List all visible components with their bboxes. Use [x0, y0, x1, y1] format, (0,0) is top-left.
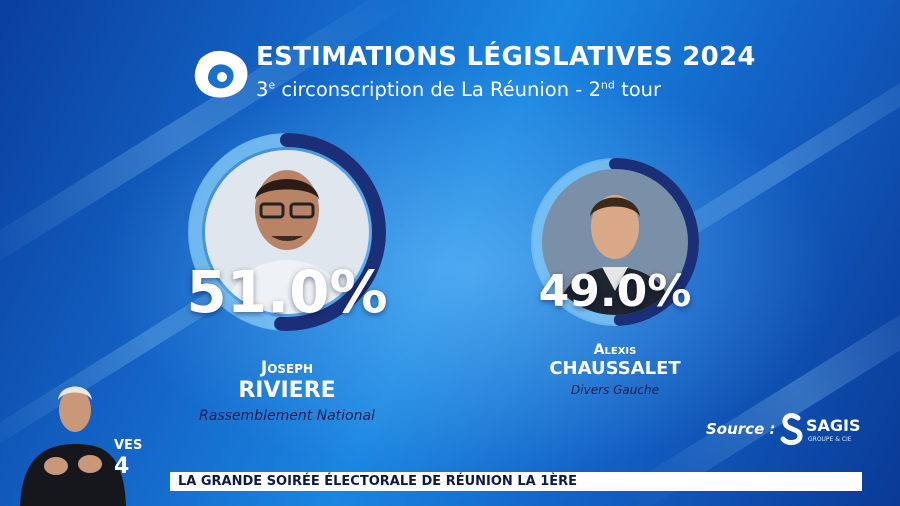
subtitle-number: 3: [256, 78, 269, 101]
source-label: Source :: [706, 420, 776, 438]
candidate-photo: [205, 150, 369, 314]
reunion-island-icon: [194, 50, 248, 98]
candidate-first-name: Joseph: [260, 358, 314, 378]
candidate-photo: [542, 169, 688, 315]
candidate-percentage: 49.0%: [538, 266, 692, 317]
candidate-percentage: 51.0%: [186, 258, 388, 326]
candidate-portrait-icon: [542, 169, 688, 315]
page-subtitle: 3e circonscription de La Réunion - 2nd t…: [256, 78, 736, 101]
ticker-text: LA GRANDE SOIRÉE ÉLECTORALE DE RÉUNION L…: [178, 474, 578, 489]
source-brand: SAGIS: [806, 416, 861, 435]
subtitle-superscript-2: nd: [600, 78, 615, 92]
source-credit: Source : SAGIS GROUPE & CIE: [706, 412, 866, 448]
candidate-last-name: RIVIERE: [238, 378, 336, 403]
subtitle-superscript: e: [268, 78, 276, 92]
background-text-fragment: 4: [114, 454, 130, 479]
interpreter-figure-icon: [20, 386, 126, 506]
candidate-first-name: Alexis: [593, 342, 637, 358]
news-ticker: LA GRANDE SOIRÉE ÉLECTORALE DE RÉUNION L…: [170, 472, 862, 491]
candidate-card: 49.0% Alexis CHAUSSALET Divers Gauche: [500, 150, 730, 410]
vote-share-arc: [188, 133, 386, 331]
vote-share-arc: [531, 158, 699, 326]
header: ESTIMATIONS LÉGISLATIVES 2024 3e circons…: [190, 38, 755, 108]
background-text-fragment: VES: [114, 438, 143, 453]
candidate-last-name: CHAUSSALET: [549, 358, 681, 379]
source-brand-sub: GROUPE & CIE: [808, 436, 852, 443]
candidate-party: Divers Gauche: [571, 383, 659, 397]
subtitle-middle: circonscription de La Réunion - 2: [275, 78, 601, 101]
page-title: ESTIMATIONS LÉGISLATIVES 2024: [256, 42, 756, 72]
sagis-logo-icon: [780, 413, 803, 446]
candidate-portrait-icon: [205, 150, 369, 314]
candidate-card: 51.0% Joseph RIVIERE Rassemblement Natio…: [170, 122, 410, 432]
sign-language-interpreter: [0, 360, 170, 506]
candidate-party: Rassemblement National: [199, 408, 375, 424]
subtitle-end: tour: [614, 78, 662, 101]
